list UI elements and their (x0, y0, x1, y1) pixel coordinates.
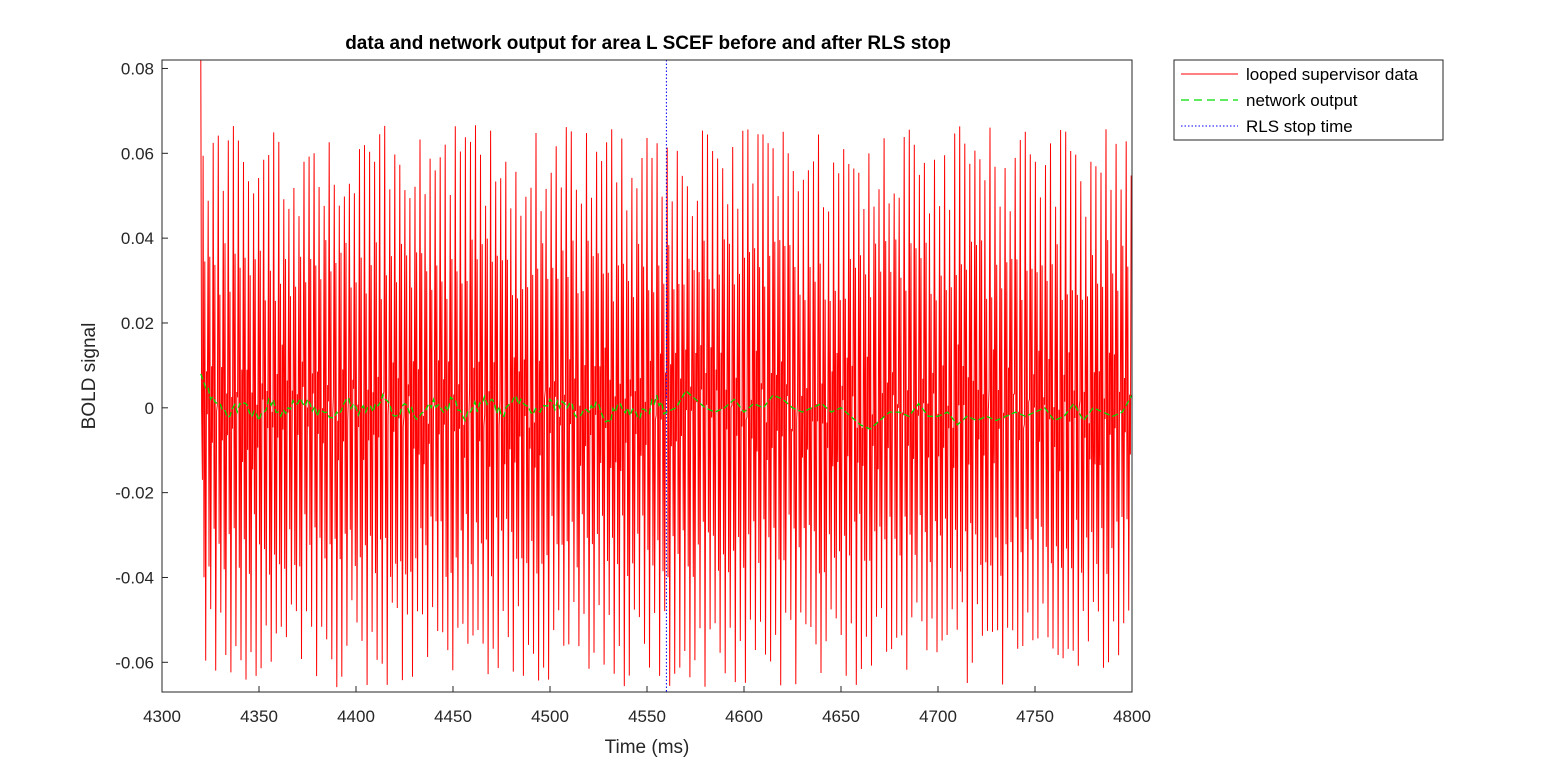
legend: looped supervisor data network output RL… (1173, 59, 1444, 141)
legend-label-supervisor: looped supervisor data (1246, 65, 1419, 84)
x-tick-label: 4800 (1113, 707, 1151, 726)
x-axis-label: Time (ms) (605, 737, 690, 758)
plot-area (161, 59, 1133, 693)
x-tick-label: 4550 (628, 707, 666, 726)
y-tick-label: -0.02 (115, 484, 154, 503)
legend-label-rls: RLS stop time (1246, 117, 1353, 136)
y-tick-label: -0.06 (115, 653, 154, 672)
x-tick-label: 4700 (919, 707, 957, 726)
legend-label-network: network output (1246, 91, 1358, 110)
x-tick-label: 4450 (434, 707, 472, 726)
x-tick-label: 4300 (143, 707, 181, 726)
x-tick-label: 4600 (725, 707, 763, 726)
y-tick-label: 0.04 (121, 229, 154, 248)
chart-title: data and network output for area L SCEF … (345, 33, 951, 54)
y-tick-label: 0 (145, 399, 154, 418)
x-tick-label: 4500 (531, 707, 569, 726)
legend-box (1173, 59, 1444, 141)
series-network-line (200, 373, 1133, 430)
y-axis: -0.06 -0.04 -0.02 0 0.02 0.04 0.06 0.08 (115, 59, 168, 672)
y-tick-label: -0.04 (115, 568, 154, 587)
y-tick-label: 0.08 (121, 59, 154, 78)
x-axis: 4300 4350 4400 4450 4500 4550 4600 4650 4700 4750… (143, 686, 1151, 726)
y-axis-label: BOLD signal (79, 323, 100, 430)
x-tick-label: 4750 (1016, 707, 1054, 726)
x-tick-label: 4650 (822, 707, 860, 726)
x-tick-label: 4350 (240, 707, 278, 726)
y-tick-label: 0.02 (121, 314, 154, 333)
y-tick-label: 0.06 (121, 144, 154, 163)
x-tick-label: 4400 (337, 707, 375, 726)
